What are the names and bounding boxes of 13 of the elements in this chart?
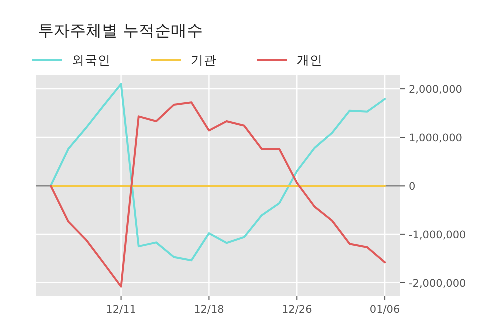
- chart-title: 투자주체별 누적순매수: [38, 21, 204, 40]
- x-tick-label: 12/26: [282, 304, 313, 316]
- legend-label: 외국인: [72, 52, 111, 68]
- y-tick-label: 2,000,000: [409, 84, 462, 96]
- y-tick-label: 1,000,000: [409, 132, 462, 145]
- legend-label: 기관: [191, 52, 217, 68]
- legend-label: 개인: [297, 52, 323, 68]
- y-tick-label: -2,000,000: [409, 278, 466, 290]
- x-tick-label: 12/18: [194, 304, 224, 316]
- x-tick-label: 12/11: [106, 304, 136, 316]
- x-tick-label: 01/06: [370, 304, 400, 316]
- y-tick-label: 0: [409, 180, 416, 193]
- y-tick-label: -1,000,000: [409, 229, 466, 242]
